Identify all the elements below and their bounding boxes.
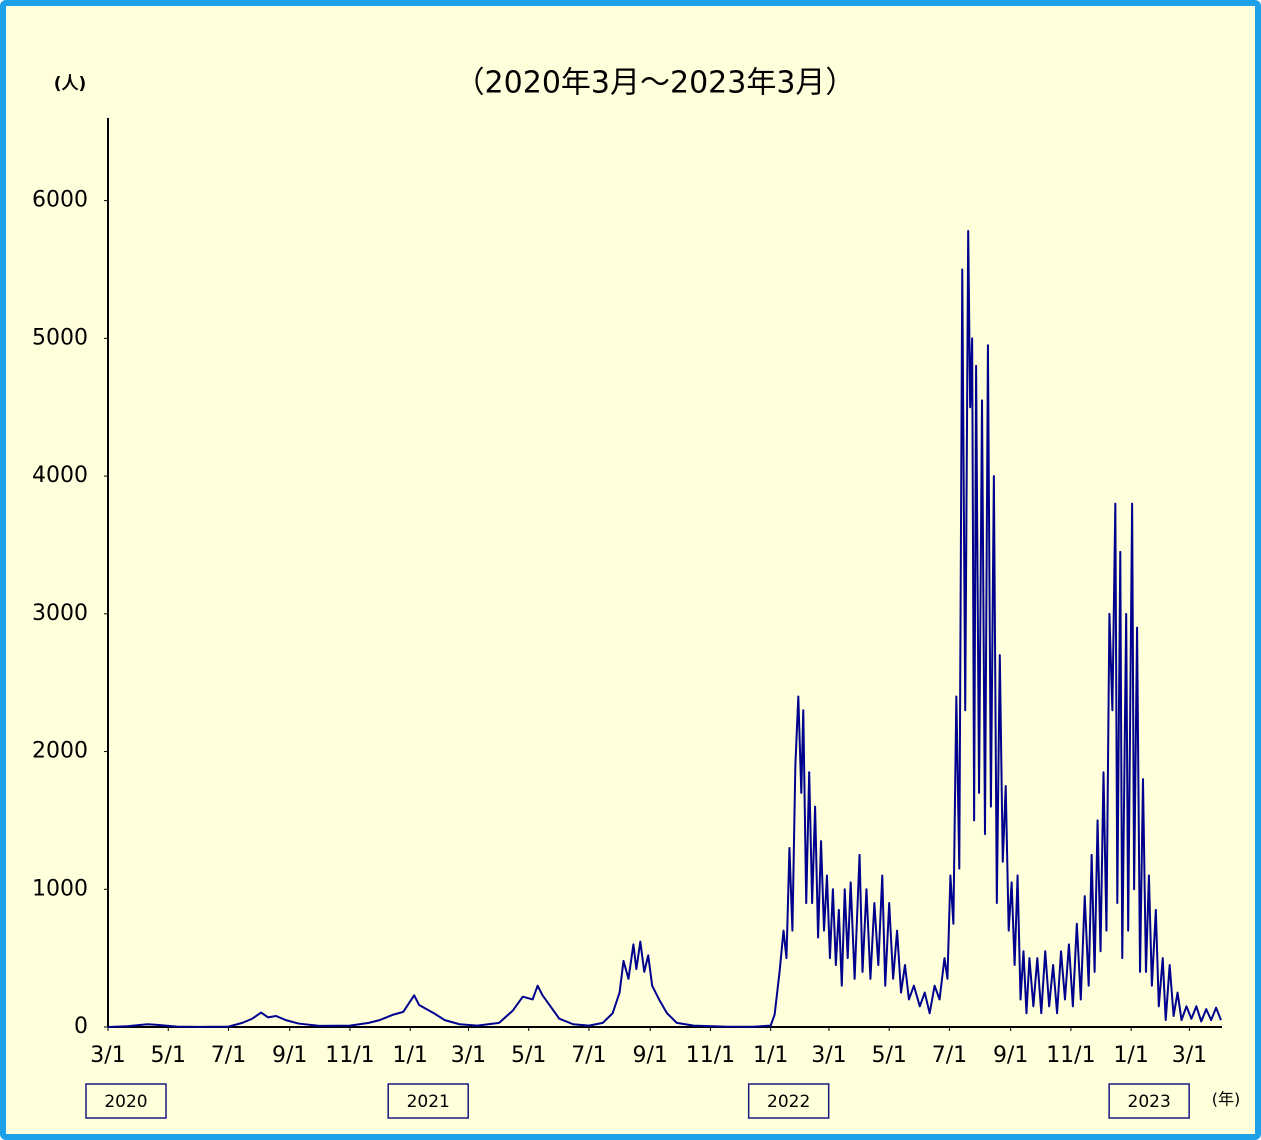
x-tick-label: 9/1 — [272, 1043, 307, 1068]
x-tick-label: 5/1 — [871, 1043, 906, 1068]
x-tick-label: 3/1 — [811, 1043, 846, 1068]
y-tick-label: 6000 — [32, 188, 88, 213]
x-tick-label: 7/1 — [932, 1043, 967, 1068]
year-box — [387, 1083, 469, 1119]
y-tick-label: 5000 — [32, 325, 88, 350]
x-tick-label: 1/1 — [392, 1043, 427, 1068]
x-tick-label: 7/1 — [211, 1043, 246, 1068]
x-tick-label: 7/1 — [571, 1043, 606, 1068]
x-tick-label: 1/1 — [753, 1043, 788, 1068]
y-tick-label: 1000 — [32, 876, 88, 901]
y-tick-label: 4000 — [32, 463, 88, 488]
y-unit: (人) — [54, 74, 87, 94]
x-tick-label: 11/1 — [325, 1043, 374, 1068]
x-tick-label: 3/1 — [1172, 1043, 1207, 1068]
y-tick-label: 2000 — [32, 739, 88, 764]
year-box — [85, 1083, 167, 1119]
x-tick-label: 11/1 — [1046, 1043, 1095, 1068]
chart-title: （2020年3月～2023年3月） — [455, 66, 856, 101]
x-tick-label: 3/1 — [90, 1043, 125, 1068]
y-tick-label: 3000 — [32, 601, 88, 626]
x-tick-label: 1/1 — [1113, 1043, 1148, 1068]
x-unit: (年) — [1212, 1090, 1241, 1109]
x-tick-label: 3/1 — [451, 1043, 486, 1068]
year-label: 2023 — [1128, 1092, 1171, 1112]
x-tick-label: 11/1 — [686, 1043, 735, 1068]
x-tick-label: 9/1 — [993, 1043, 1028, 1068]
year-label: 2021 — [407, 1092, 450, 1112]
x-tick-label: 9/1 — [632, 1043, 667, 1068]
year-label: 2020 — [104, 1092, 147, 1112]
y-tick-label: 0 — [74, 1014, 88, 1039]
year-box — [747, 1083, 830, 1119]
x-tick-label: 5/1 — [511, 1043, 546, 1068]
x-tick-label: 5/1 — [151, 1043, 186, 1068]
data-line — [107, 229, 1222, 1028]
year-box — [1108, 1083, 1190, 1119]
year-label: 2022 — [767, 1092, 810, 1112]
